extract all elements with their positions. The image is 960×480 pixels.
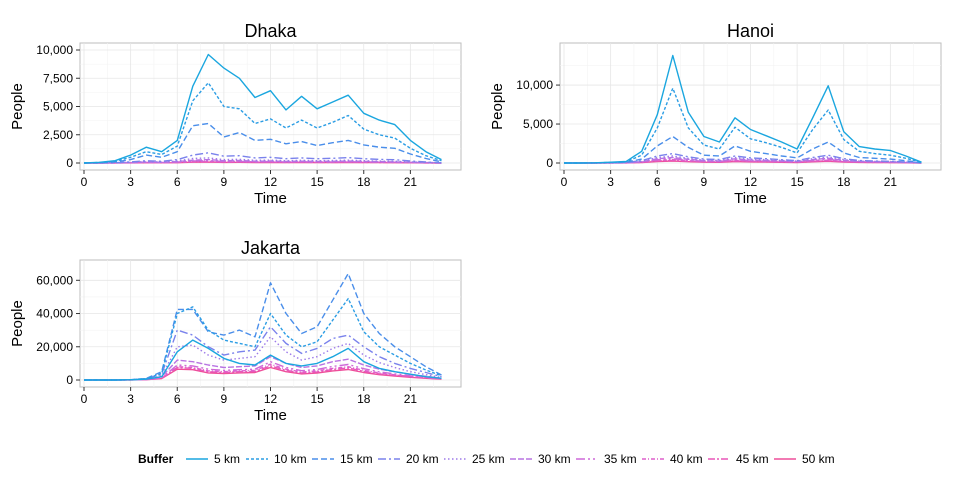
panel-dhaka: 0 3 6 9 12 15 18 21 0 2,500 5,000 7,500 10,000 Dhaka T… bbox=[9, 21, 462, 207]
series-lines bbox=[84, 272, 442, 381]
x-tick-label: 3 bbox=[127, 175, 134, 189]
y-tick-label: 0 bbox=[66, 373, 73, 387]
y-axis-title: People bbox=[9, 83, 26, 130]
legend-label: 45 km bbox=[736, 452, 769, 466]
legend-item: 10 km bbox=[246, 452, 307, 466]
x-tick-label: 15 bbox=[790, 175, 804, 189]
y-tick-label: 5,000 bbox=[43, 100, 73, 114]
legend-item: 20 km bbox=[378, 452, 439, 466]
series-lines bbox=[564, 54, 922, 164]
y-axis-title: People bbox=[9, 300, 26, 347]
x-tick-label: 15 bbox=[310, 175, 324, 189]
series-line-45km bbox=[84, 365, 442, 381]
x-tick-label: 9 bbox=[221, 175, 228, 189]
panel-title: Hanoi bbox=[727, 21, 774, 41]
series-line-15km bbox=[83, 122, 442, 164]
x-tick-label: 18 bbox=[357, 392, 371, 406]
x-tick-label: 0 bbox=[81, 175, 88, 189]
y-tick-label: 10,000 bbox=[516, 78, 553, 92]
x-axis-title: Time bbox=[254, 190, 287, 207]
x-tick-label: 9 bbox=[221, 392, 228, 406]
y-tick-label: 40,000 bbox=[36, 307, 73, 321]
series-line-10km bbox=[83, 82, 442, 164]
legend-label: 30 km bbox=[538, 452, 571, 466]
legend-item: 15 km bbox=[312, 452, 373, 466]
x-tick-label: 6 bbox=[174, 175, 181, 189]
x-tick-label: 12 bbox=[264, 392, 278, 406]
legend-item: 25 km bbox=[444, 452, 505, 466]
y-tick-label: 7,500 bbox=[43, 71, 73, 85]
x-tick-label: 6 bbox=[174, 392, 181, 406]
legend-item: 30 km bbox=[510, 452, 571, 466]
legend-label: 40 km bbox=[670, 452, 703, 466]
series-line-35km bbox=[84, 361, 442, 381]
x-axis: 0 3 6 9 12 15 18 21 bbox=[561, 170, 898, 189]
legend-label: 15 km bbox=[340, 452, 373, 466]
x-axis: 0 3 6 9 12 15 18 21 bbox=[81, 387, 418, 406]
x-tick-label: 21 bbox=[404, 392, 418, 406]
x-tick-label: 18 bbox=[357, 175, 371, 189]
x-tick-label: 12 bbox=[264, 175, 278, 189]
legend-label: 5 km bbox=[214, 452, 240, 466]
series-line-5km bbox=[564, 54, 922, 164]
legend-label: 10 km bbox=[274, 452, 307, 466]
x-tick-label: 0 bbox=[81, 392, 88, 406]
legend-item: 5 km bbox=[186, 452, 240, 466]
series-line-45km bbox=[564, 159, 922, 164]
panel-title: Dhaka bbox=[244, 21, 297, 41]
y-axis: 0 20,000 40,000 60,000 bbox=[36, 273, 80, 387]
x-tick-label: 21 bbox=[884, 175, 898, 189]
series-line-5km bbox=[84, 339, 442, 381]
y-tick-label: 0 bbox=[546, 156, 553, 170]
y-axis: 0 5,000 10,000 bbox=[516, 78, 560, 170]
series-lines bbox=[83, 53, 442, 164]
legend-items: 5 km 10 km 15 km 20 km 25 km 30 km 35 km 40 km 4… bbox=[186, 452, 835, 466]
series-line-15km bbox=[564, 135, 922, 164]
x-tick-label: 6 bbox=[654, 175, 661, 189]
y-tick-label: 0 bbox=[66, 156, 73, 170]
series-line-30km bbox=[83, 158, 442, 164]
x-axis-title: Time bbox=[254, 407, 287, 424]
series-line-25km bbox=[84, 336, 442, 381]
legend-label: 50 km bbox=[802, 452, 835, 466]
panel-jakarta: 0 3 6 9 12 15 18 21 0 20,000 40,000 60,000 Jakarta Ti… bbox=[9, 238, 462, 424]
series-line-10km bbox=[564, 87, 922, 164]
x-axis-title: Time bbox=[734, 190, 767, 207]
legend-label: 20 km bbox=[406, 452, 439, 466]
legend-item: 35 km bbox=[576, 452, 637, 466]
x-tick-label: 0 bbox=[561, 175, 568, 189]
panel-hanoi: 0 3 6 9 12 15 18 21 0 5,000 10,000 Hanoi Time People bbox=[489, 21, 942, 207]
y-axis-title: People bbox=[489, 83, 506, 130]
legend-label: 25 km bbox=[472, 452, 505, 466]
x-tick-label: 3 bbox=[127, 392, 134, 406]
x-tick-label: 15 bbox=[310, 392, 324, 406]
legend-item: 50 km bbox=[774, 452, 835, 466]
y-tick-label: 60,000 bbox=[36, 273, 73, 287]
x-tick-label: 3 bbox=[607, 175, 614, 189]
series-line-40km bbox=[84, 363, 442, 381]
legend-label: 35 km bbox=[604, 452, 637, 466]
series-line-20km bbox=[83, 152, 442, 164]
x-tick-label: 21 bbox=[404, 175, 418, 189]
y-axis: 0 2,500 5,000 7,500 10,000 bbox=[36, 43, 80, 170]
y-tick-label: 10,000 bbox=[36, 43, 73, 57]
x-tick-label: 9 bbox=[701, 175, 708, 189]
x-tick-label: 12 bbox=[744, 175, 758, 189]
panel-title: Jakarta bbox=[241, 238, 301, 258]
series-line-5km bbox=[83, 53, 442, 164]
x-tick-label: 18 bbox=[837, 175, 851, 189]
legend-item: 40 km bbox=[642, 452, 703, 466]
legend: Buffer 5 km 10 km 15 km 20 km 25 km 30 km 35 k… bbox=[138, 452, 835, 466]
legend-title: Buffer bbox=[138, 452, 174, 466]
chart-panels: 0 3 6 9 12 15 18 21 0 2,500 5,000 7,500 10,000 Dhaka T… bbox=[9, 21, 942, 424]
legend-item: 45 km bbox=[708, 452, 769, 466]
y-tick-label: 2,500 bbox=[43, 128, 73, 142]
x-axis: 0 3 6 9 12 15 18 21 bbox=[81, 170, 418, 189]
y-tick-label: 5,000 bbox=[523, 117, 553, 131]
y-tick-label: 20,000 bbox=[36, 340, 73, 354]
